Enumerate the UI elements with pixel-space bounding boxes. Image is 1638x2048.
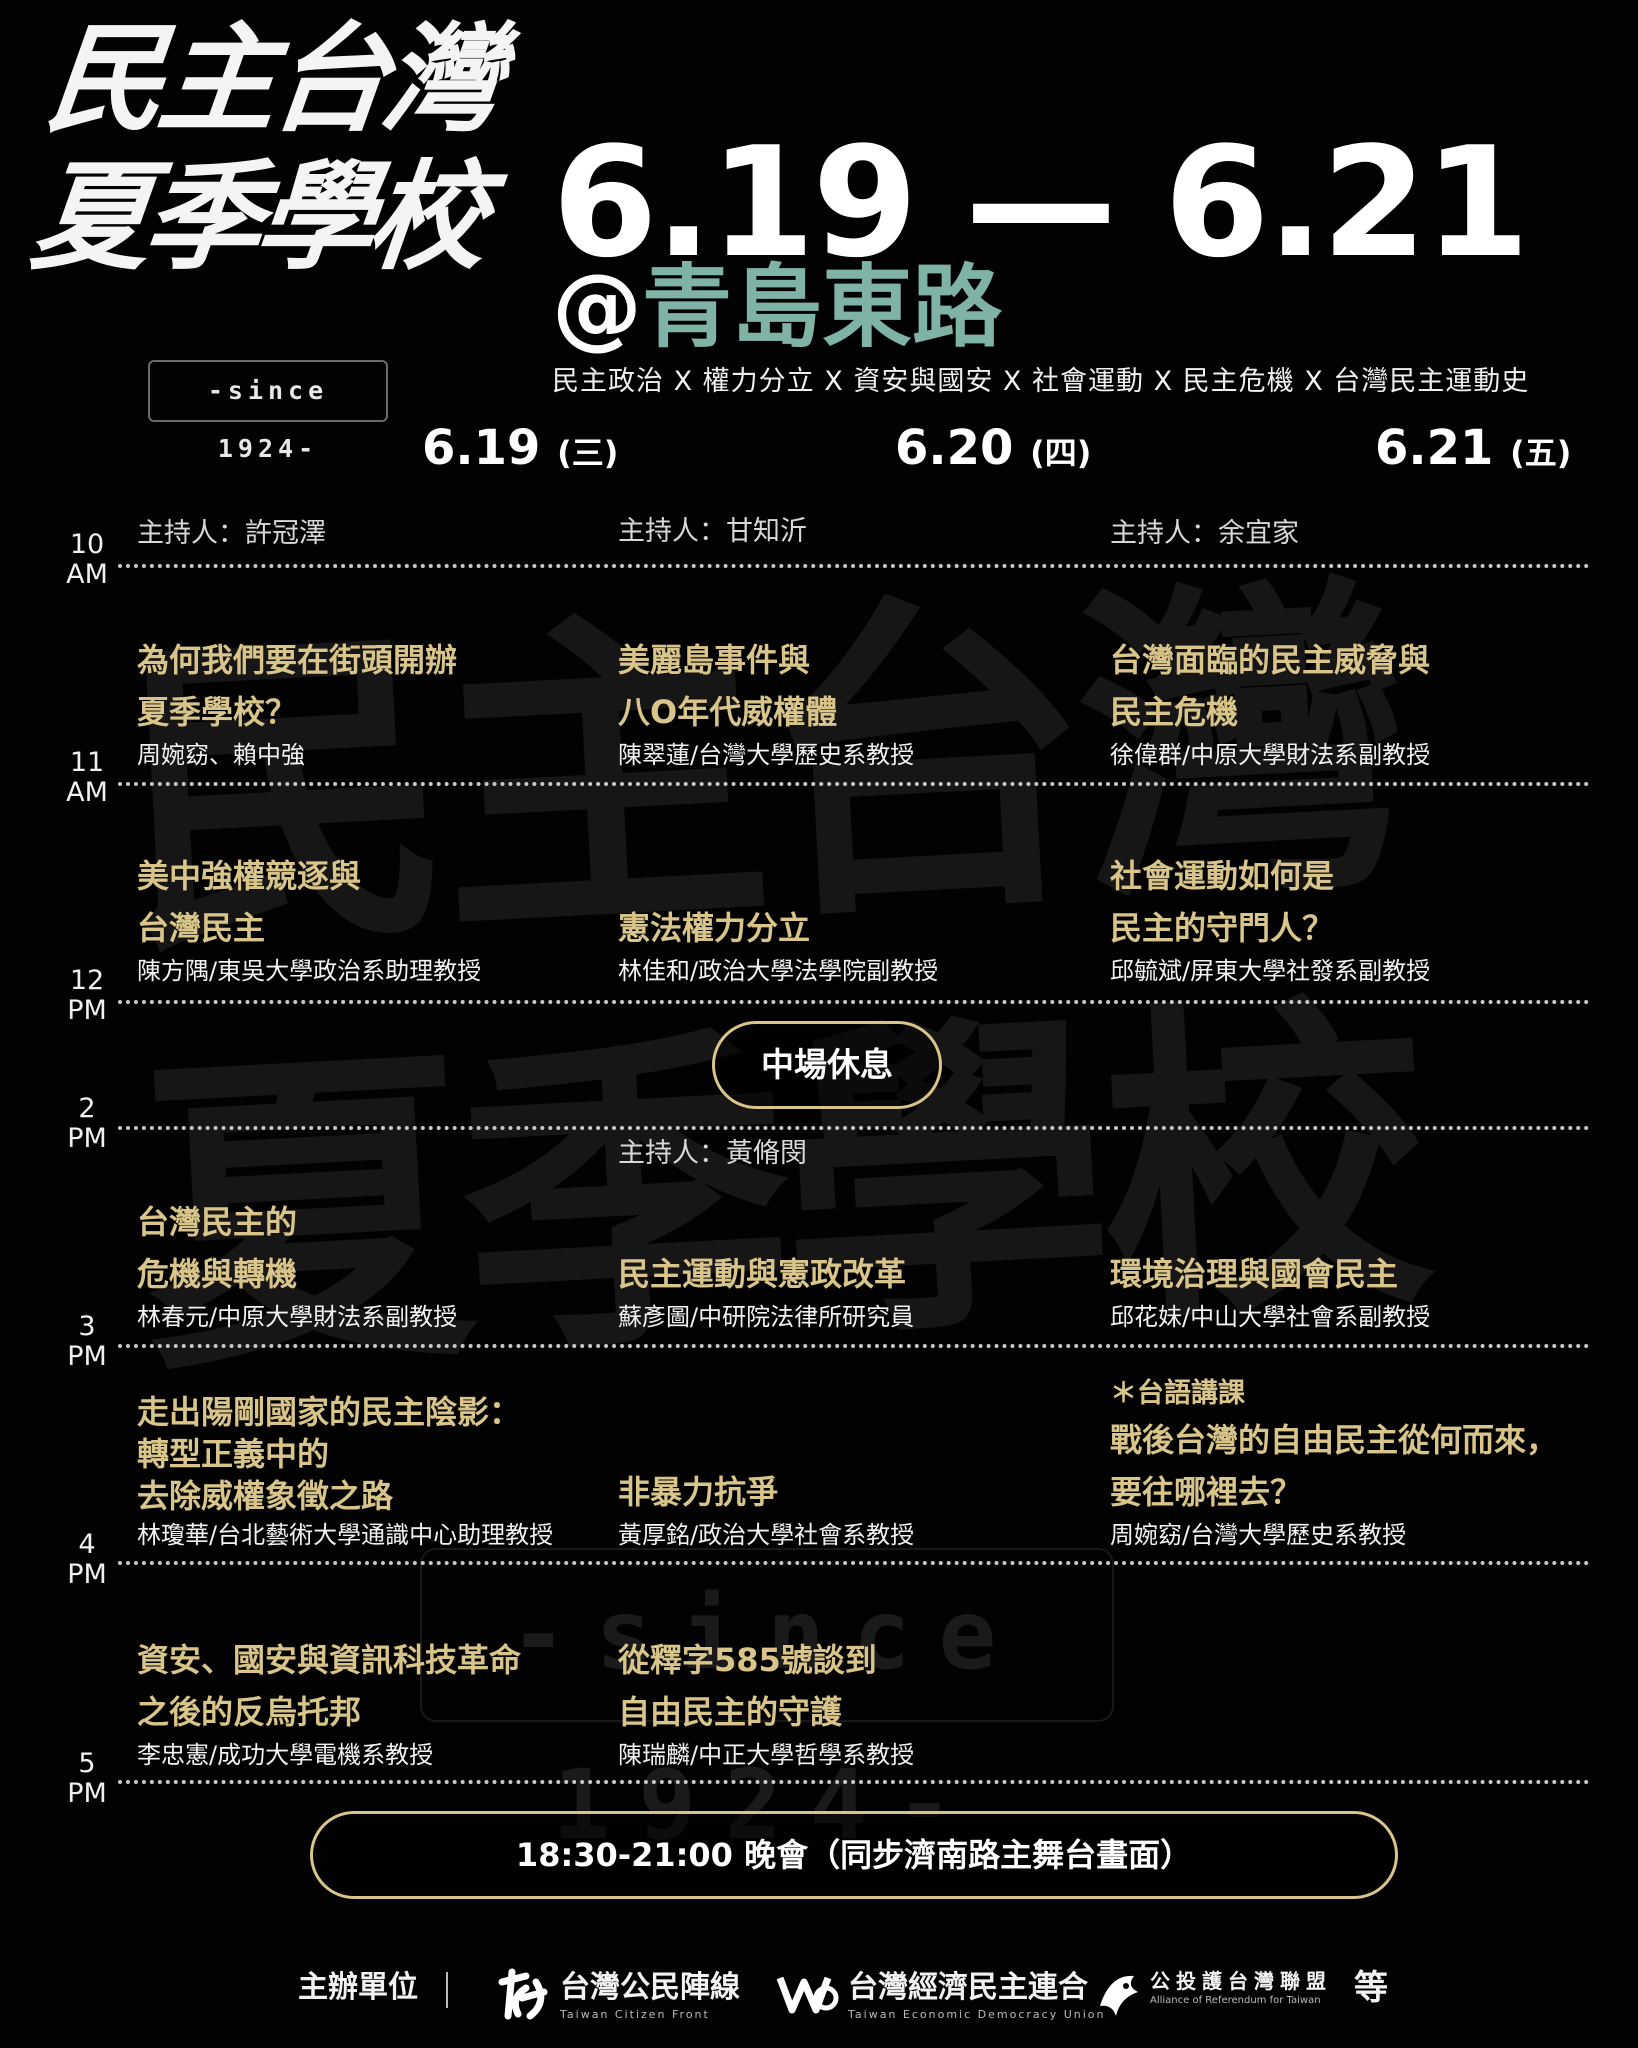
evening-event-pill: 18:30-21:00 晚會（同步濟南路主舞台畫面） [310, 1811, 1398, 1899]
date-range: 6.19 — 6.21 [552, 114, 1530, 291]
session-speaker: 邱毓斌/屏東大學社發系副教授 [1110, 957, 1431, 985]
session-title: 環境治理與國會民主 [1110, 1255, 1399, 1293]
org-taiwan-economic-democracy-union: 台灣經濟民主連合 Taiwan Economic Democracy Union [848, 1970, 1106, 2021]
session-speaker: 陳瑞麟/中正大學哲學系教授 [618, 1741, 915, 1769]
time-label-2pm: 2 PM [67, 1093, 107, 1154]
divider-5pm [118, 1780, 1590, 1784]
session-card: 台灣民主的 危機與轉機 林春元/中原大學財法系副教授 [137, 1196, 607, 1334]
session-card: 非暴力抗爭 黃厚銘/政治大學社會系教授 [618, 1466, 1088, 1552]
session-card: 資安、國安與資訊科技革命 之後的反烏托邦 李忠憲/成功大學電機系教授 [137, 1634, 607, 1772]
session-title: 資安、國安與資訊科技革命 [137, 1641, 522, 1679]
session-title: 從釋字585號談到 [618, 1641, 877, 1679]
host-day3: 主持人：余宜家 [1110, 518, 1299, 549]
session-title: 台灣面臨的民主威脅與 [1110, 641, 1431, 679]
topic-list: 民主政治 X 權力分立 X 資安與國安 X 社會運動 X 民主危機 X 台灣民主… [552, 366, 1530, 397]
session-speaker: 邱花妹/中山大學社會系副教授 [1110, 1303, 1431, 1331]
session-title: 為何我們要在街頭開辦 [137, 641, 458, 679]
session-title: 美中強權競逐與 [137, 857, 362, 895]
divider-4pm [118, 1561, 1590, 1565]
session-card: 環境治理與國會民主 邱花妹/中山大學社會系副教授 [1110, 1248, 1580, 1334]
day-header-2: 6.20 (四) [895, 420, 1092, 476]
session-title: 要往哪裡去？ [1110, 1473, 1303, 1511]
session-speaker: 李忠憲/成功大學電機系教授 [137, 1741, 434, 1769]
session-title: 民主危機 [1110, 693, 1239, 731]
session-title: 台灣民主 [137, 909, 266, 947]
session-title: 之後的反烏托邦 [137, 1693, 362, 1731]
day-header-1: 6.19 (三) [422, 420, 619, 476]
divider-12pm [118, 1000, 1590, 1004]
economic-democracy-union-logo-icon [776, 1976, 839, 2014]
divider-3pm [118, 1344, 1590, 1348]
organizer-label: 主辦單位 [298, 1970, 418, 2005]
session-title: 美麗島事件與 [618, 641, 811, 679]
session-title: 自由民主的守護 [618, 1693, 843, 1731]
session-title: 走出陽剛國家的民主陰影： [137, 1393, 522, 1431]
session-card: 從釋字585號談到 自由民主的守護 陳瑞麟/中正大學哲學系教授 [618, 1634, 1088, 1772]
venue: @青島東路 [552, 258, 1002, 358]
session-speaker: 林春元/中原大學財法系副教授 [137, 1303, 458, 1331]
divider-2pm [118, 1126, 1590, 1130]
language-tag: ＊台語講課 [1110, 1378, 1245, 1409]
session-title: 轉型正義中的 [137, 1435, 330, 1473]
venue-name: 青島東路 [642, 255, 1002, 360]
host-afternoon: 主持人：黃脩閔 [618, 1138, 807, 1169]
logo-line1: 民主台灣 [40, 9, 503, 148]
since-badge: -since 1924- [148, 360, 388, 463]
day-header-3: 6.21 (五) [1375, 420, 1572, 476]
time-label-11am: 11 AM [66, 747, 108, 808]
session-card: ＊台語講課 戰後台灣的自由民主從何而來， 要往哪裡去？ 周婉窈/台灣大學歷史系教… [1110, 1374, 1580, 1552]
session-speaker: 徐偉群/中原大學財法系副教授 [1110, 741, 1431, 769]
session-title: 八O年代威權體 [618, 693, 838, 731]
session-title: 戰後台灣的自由民主從何而來， [1110, 1421, 1559, 1459]
session-speaker: 陳翠蓮/台灣大學歷史系教授 [618, 741, 915, 769]
referendum-alliance-logo-icon [1100, 1975, 1138, 2016]
time-label-12pm: 12 PM [67, 965, 107, 1026]
session-speaker: 黃厚銘/政治大學社會系教授 [618, 1521, 915, 1549]
footer-divider [446, 1972, 448, 2008]
session-speaker: 林瓊華/台北藝術大學通識中心助理教授 [137, 1521, 554, 1549]
divider-11am [118, 782, 1590, 786]
session-speaker: 周婉窈、賴中強 [137, 741, 305, 769]
session-card: 美麗島事件與 八O年代威權體 陳翠蓮/台灣大學歷史系教授 [618, 634, 1088, 772]
session-speaker: 周婉窈/台灣大學歷史系教授 [1110, 1521, 1407, 1549]
time-label-5pm: 5 PM [67, 1748, 107, 1809]
time-label-10am: 10 AM [66, 529, 108, 590]
session-card: 台灣面臨的民主威脅與 民主危機 徐偉群/中原大學財法系副教授 [1110, 634, 1580, 772]
session-title: 社會運動如何是 [1110, 857, 1335, 895]
host-day2: 主持人：甘知沂 [618, 516, 807, 547]
session-speaker: 林佳和/政治大學法學院副教授 [618, 957, 939, 985]
session-title: 民主運動與憲政改革 [618, 1255, 907, 1293]
time-label-3pm: 3 PM [67, 1311, 107, 1372]
session-title: 危機與轉機 [137, 1255, 298, 1293]
session-title: 憲法權力分立 [618, 909, 811, 947]
session-speaker: 蘇彥圖/中研院法律所研究員 [618, 1303, 915, 1331]
session-card: 美中強權競逐與 台灣民主 陳方隅/東吳大學政治系助理教授 [137, 850, 607, 988]
session-title: 夏季學校？ [137, 693, 298, 731]
footer-etc: 等 [1354, 1968, 1388, 2008]
taiwan-citizen-front-logo-icon [498, 1968, 548, 2020]
break-pill: 中場休息 [712, 1021, 942, 1109]
session-title: 去除威權象徵之路 [137, 1477, 394, 1515]
org-alliance-of-referendum: 公投護台灣聯盟 Alliance of Referendum for Taiwan [1150, 1969, 1332, 2006]
event-logo: 民主台灣 夏季學校 [25, 9, 554, 286]
logo-line2: 夏季學校 [25, 147, 489, 286]
session-title: 民主的守門人？ [1110, 909, 1335, 947]
session-card: 社會運動如何是 民主的守門人？ 邱毓斌/屏東大學社發系副教授 [1110, 850, 1580, 988]
session-card: 為何我們要在街頭開辦 夏季學校？ 周婉窈、賴中強 [137, 634, 607, 772]
session-card: 憲法權力分立 林佳和/政治大學法學院副教授 [618, 902, 1088, 988]
session-speaker: 陳方隅/東吳大學政治系助理教授 [137, 957, 482, 985]
venue-at: @ [552, 255, 642, 360]
host-day1: 主持人：許冠澤 [137, 518, 326, 549]
session-title: 非暴力抗爭 [618, 1473, 779, 1511]
session-title: 台灣民主的 [137, 1203, 298, 1241]
org-taiwan-citizen-front: 台灣公民陣線 Taiwan Citizen Front [560, 1970, 740, 2021]
session-card: 走出陽剛國家的民主陰影： 轉型正義中的 去除威權象徵之路 林瓊華/台北藝術大學通… [137, 1390, 607, 1552]
time-label-4pm: 4 PM [67, 1529, 107, 1590]
session-card: 民主運動與憲政改革 蘇彥圖/中研院法律所研究員 [618, 1248, 1088, 1334]
divider-10am [118, 564, 1590, 568]
